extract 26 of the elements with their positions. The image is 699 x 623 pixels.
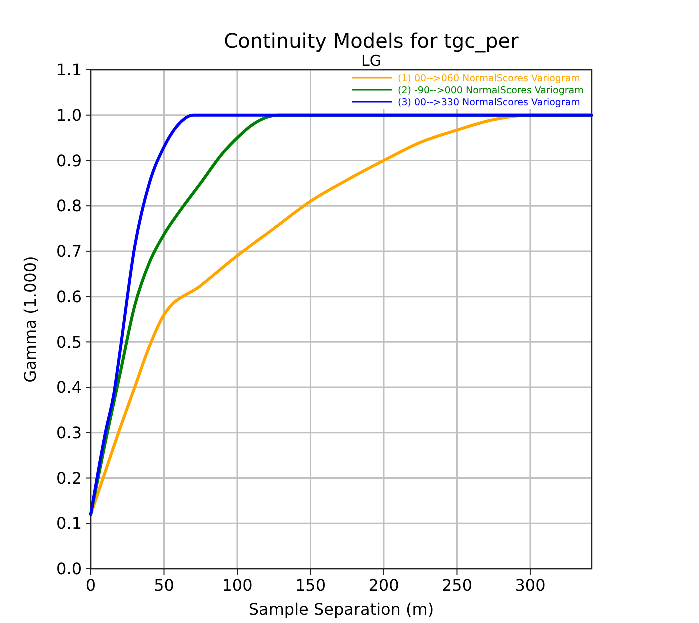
x-tick-label: 50 (154, 576, 174, 595)
y-tick-label: 0.5 (56, 332, 82, 352)
y-tick-label: 1.1 (56, 60, 82, 80)
y-tick-label: 0.1 (56, 514, 82, 534)
y-axis-title: Gamma (1.000) (21, 256, 40, 383)
y-tick-label: 0.9 (56, 151, 82, 170)
y-tick-label: 0.3 (56, 424, 82, 443)
x-tick-label: 200 (368, 576, 400, 595)
y-tick-label: 0.0 (56, 560, 82, 579)
legend-label: (1) 00-->060 NormalScores Variogram (398, 73, 580, 84)
chart-subtitle: LG (362, 52, 382, 70)
chart-title: Continuity Models for tgc_per (224, 29, 520, 53)
legend-label: (3) 00-->330 NormalScores Variogram (398, 97, 580, 108)
y-tick-label: 0.6 (56, 287, 82, 306)
y-tick-label: 0.7 (56, 242, 82, 262)
x-tick-label: 300 (515, 576, 546, 595)
y-tick-label: 0.8 (56, 196, 82, 216)
x-tick-label: 150 (295, 576, 326, 595)
x-axis-title: Sample Separation (m) (248, 600, 434, 619)
y-tick-label: 0.4 (56, 378, 82, 398)
x-tick-label: 100 (222, 576, 253, 595)
x-tick-label: 250 (442, 576, 472, 595)
y-tick-label: 1.0 (56, 106, 82, 125)
y-tick-label: 0.2 (56, 468, 82, 488)
x-tick-label: 0 (86, 576, 96, 595)
legend-label: (2) -90-->000 NormalScores Variogram (398, 85, 584, 96)
